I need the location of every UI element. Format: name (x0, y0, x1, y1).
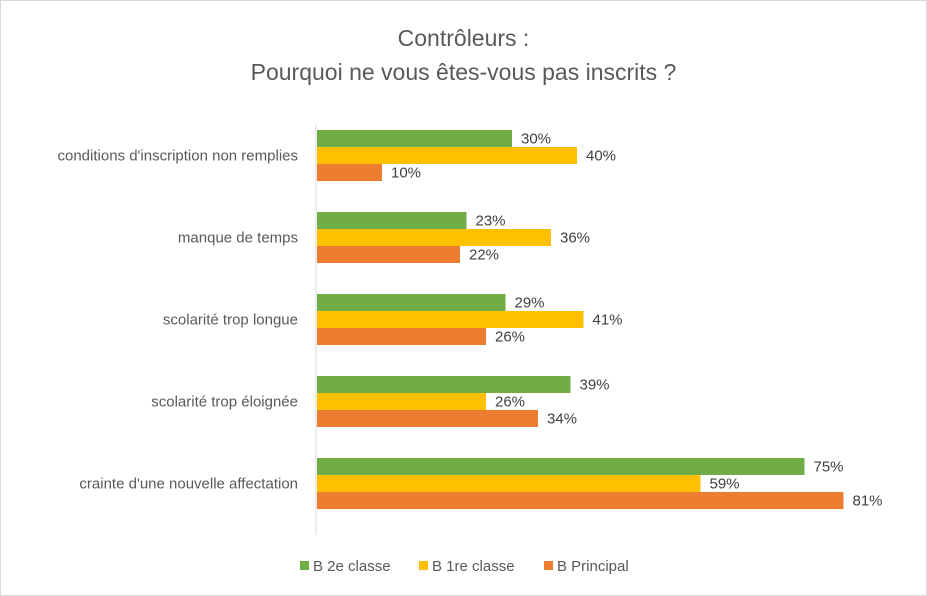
chart-title-line-1: Contrôleurs : (397, 25, 530, 51)
data-label: 10% (391, 165, 421, 182)
bar (317, 212, 467, 229)
data-label: 23% (476, 213, 506, 230)
legend-label: B 2e classe (313, 558, 391, 575)
data-label: 22% (469, 247, 499, 264)
category-label: manque de temps (178, 230, 298, 247)
legend-swatch (544, 561, 553, 570)
data-label: 40% (586, 148, 616, 165)
bar (317, 311, 584, 328)
category-label: scolarité trop longue (163, 312, 298, 329)
bar (317, 376, 571, 393)
legend-swatch (300, 561, 309, 570)
bar (317, 164, 382, 181)
data-label: 30% (521, 131, 551, 148)
data-label: 39% (580, 377, 610, 394)
category-label: crainte d'une nouvelle affectation (79, 476, 298, 493)
data-label: 34% (547, 411, 577, 428)
bar (317, 393, 486, 410)
category-label: conditions d'inscription non remplies (58, 148, 299, 165)
data-label: 81% (853, 493, 883, 510)
chart-title-line-2: Pourquoi ne vous êtes-vous pas inscrits … (250, 59, 677, 85)
category-label: scolarité trop éloignée (151, 394, 298, 411)
data-label: 59% (710, 476, 740, 493)
bar (317, 294, 506, 311)
bar (317, 410, 538, 427)
bar (317, 475, 701, 492)
data-label: 41% (593, 312, 623, 329)
bar (317, 246, 460, 263)
legend-label: B 1re classe (432, 558, 515, 575)
data-label: 29% (515, 295, 545, 312)
bar (317, 492, 844, 509)
data-label: 75% (814, 459, 844, 476)
bar (317, 147, 577, 164)
legend-label: B Principal (557, 558, 629, 575)
bar (317, 229, 551, 246)
chart-title: Contrôleurs : Pourquoi ne vous êtes-vous… (1, 21, 926, 89)
data-label: 36% (560, 230, 590, 247)
bar (317, 458, 805, 475)
data-label: 26% (495, 329, 525, 346)
bar (317, 130, 512, 147)
data-label: 26% (495, 394, 525, 411)
bar (317, 328, 486, 345)
legend-swatch (419, 561, 428, 570)
